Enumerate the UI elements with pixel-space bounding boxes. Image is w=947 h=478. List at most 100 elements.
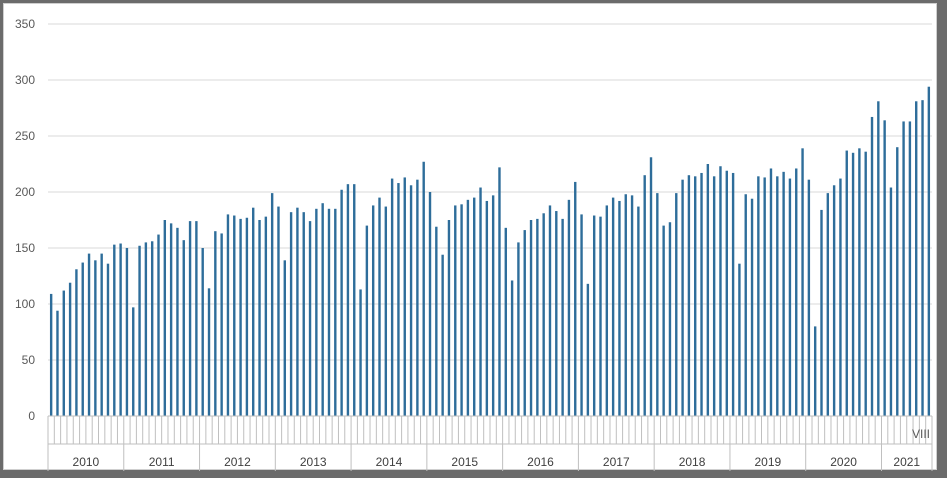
bar (454, 205, 457, 416)
year-label: 2016 (527, 455, 554, 469)
bar (207, 288, 211, 416)
bar (675, 193, 678, 416)
bar (49, 293, 53, 416)
bar (902, 121, 905, 416)
bar (201, 248, 204, 416)
bar (542, 213, 545, 416)
bar (384, 206, 388, 416)
bar (340, 189, 343, 416)
year-label: 2018 (679, 455, 706, 469)
year-label: 2017 (603, 455, 630, 469)
bar (435, 226, 438, 416)
bar (353, 184, 356, 416)
bar (94, 260, 97, 416)
year-label: 2014 (376, 455, 403, 469)
bar (712, 176, 716, 416)
year-label: 2021 (893, 455, 920, 469)
bar (517, 242, 520, 416)
bar (100, 253, 103, 416)
bar (176, 227, 179, 416)
bar (270, 193, 274, 416)
bar (138, 245, 141, 416)
bar (782, 171, 785, 416)
bar (188, 221, 192, 416)
bar (113, 244, 116, 416)
year-label: 2019 (754, 455, 781, 469)
bar (56, 310, 59, 416)
bar (428, 192, 432, 416)
bar (510, 280, 514, 416)
bar (302, 212, 305, 416)
bar (296, 207, 299, 416)
bar (845, 150, 848, 416)
bar (586, 283, 590, 416)
bar (870, 116, 874, 417)
bar (258, 220, 261, 416)
bar (441, 254, 444, 416)
bar (315, 208, 318, 416)
bar (403, 177, 406, 416)
bar (668, 222, 672, 416)
bar (87, 253, 91, 416)
bar (264, 216, 268, 416)
y-tick-label: 0 (28, 409, 35, 423)
bar (416, 179, 419, 416)
bar (473, 197, 476, 416)
y-tick-label: 300 (15, 73, 35, 87)
bar (624, 194, 627, 416)
bar (719, 166, 722, 416)
bar (750, 198, 754, 416)
bar (150, 241, 154, 416)
bar (195, 221, 198, 416)
bar (662, 225, 665, 416)
bar (807, 179, 811, 416)
bar (422, 161, 425, 416)
bar (864, 151, 867, 416)
bar (466, 199, 470, 416)
bar (656, 193, 659, 416)
bar (308, 221, 312, 416)
bar (574, 181, 577, 416)
bar (700, 172, 703, 416)
chart-frame: 0 50 100 150 200 250 300 350 2010 2011 2012 2013 201… (3, 3, 937, 471)
bar (851, 152, 855, 417)
bar (491, 195, 495, 416)
bar (252, 207, 255, 416)
bar (460, 204, 463, 416)
bar (738, 263, 741, 416)
bar (182, 240, 185, 416)
bar (877, 101, 880, 416)
year-label: 2015 (451, 455, 478, 469)
bar (289, 212, 293, 416)
bar (776, 176, 779, 416)
bar (618, 200, 621, 416)
bar (371, 205, 375, 416)
bar (599, 216, 602, 416)
bar (839, 178, 842, 416)
bar (334, 208, 337, 416)
bar (81, 262, 84, 416)
year-label: 2011 (149, 455, 175, 469)
bar (447, 220, 451, 416)
y-tick-label: 100 (15, 297, 35, 311)
bar (485, 200, 489, 416)
bar (915, 101, 918, 416)
y-tick-label: 350 (15, 17, 35, 31)
bar (763, 177, 766, 416)
bar (921, 100, 924, 416)
bar (75, 269, 78, 416)
bar (390, 178, 394, 416)
y-tick-label: 50 (22, 353, 36, 367)
bar (567, 199, 571, 416)
bar (119, 243, 122, 416)
bar (889, 187, 893, 416)
bar (498, 167, 501, 416)
bar (321, 203, 324, 416)
bar (795, 168, 798, 416)
bar (643, 175, 646, 416)
bar (245, 217, 249, 416)
bar (397, 183, 400, 416)
bar (744, 194, 747, 416)
bar (769, 168, 773, 416)
bar (555, 211, 558, 416)
